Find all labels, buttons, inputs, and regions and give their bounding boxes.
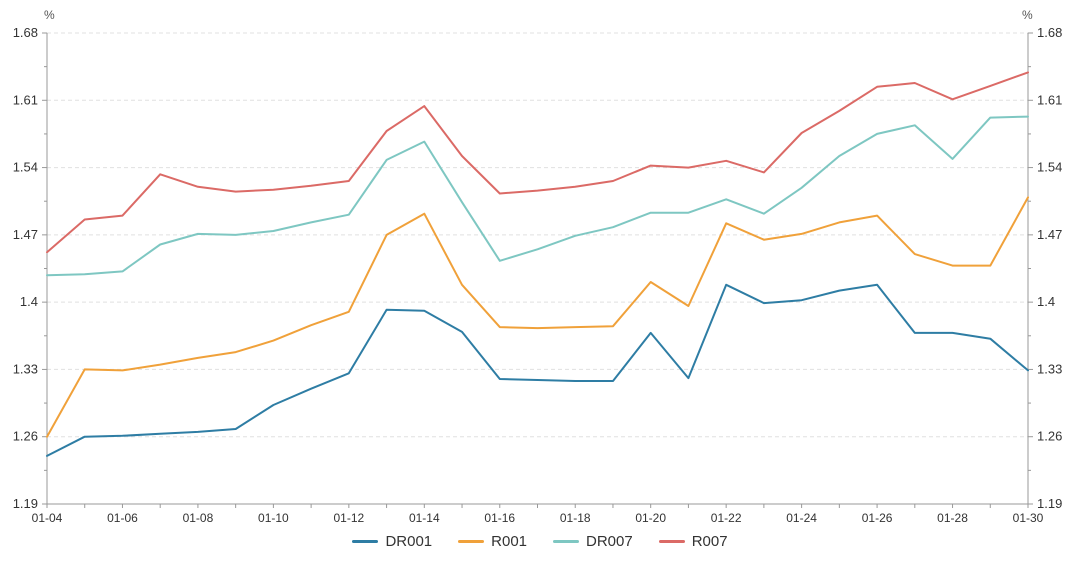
legend-label: R007: [691, 533, 728, 550]
series-line-R007: [46, 71, 1029, 254]
y-axis-unit-left: %: [44, 8, 55, 22]
legend-label: DR001: [385, 533, 433, 550]
x-axis-tick-label: 01-26: [862, 511, 893, 525]
y-axis-tick-label-left: 1.61: [13, 92, 38, 107]
x-axis-tick-label: 01-06: [107, 511, 138, 525]
legend-label: DR007: [586, 533, 633, 550]
axes-group: [42, 32, 1033, 508]
legend-item-DR007[interactable]: DR007: [553, 534, 633, 549]
x-axis-tick-label: 01-20: [635, 511, 666, 525]
y-axis-tick-label-left: 1.26: [13, 429, 38, 444]
x-axis-tick-label: 01-14: [409, 511, 440, 525]
y-axis-tick-label-right: 1.68: [1037, 25, 1062, 40]
legend-item-R007[interactable]: R007: [658, 533, 728, 550]
legend-swatch: [352, 540, 379, 543]
legend-swatch: [458, 540, 485, 543]
series-line-DR007: [46, 115, 1029, 277]
x-axis-tick-label: 01-04: [32, 511, 63, 525]
legend-label: R001: [491, 533, 527, 550]
x-axis-tick-label: 01-30: [1013, 511, 1044, 525]
series-line-R001: [46, 196, 1029, 438]
legend-item-DR001[interactable]: DR001: [352, 534, 432, 549]
y-axis-tick-label-right: 1.33: [1037, 361, 1062, 376]
y-axis-tick-label-left: 1.4: [20, 294, 38, 309]
x-axis-tick-label: 01-08: [183, 511, 214, 525]
y-axis-tick-label-right: 1.4: [1037, 294, 1055, 309]
x-axis-tick-label: 01-10: [258, 511, 289, 525]
x-axis-tick-label: 01-28: [937, 511, 968, 525]
y-axis-tick-label-left: 1.33: [13, 361, 38, 376]
x-axis-tick-label: 01-18: [560, 511, 591, 525]
x-axis-tick-label: 01-24: [786, 511, 817, 525]
y-axis-tick-label-right: 1.54: [1037, 160, 1062, 175]
x-axis-tick-label: 01-12: [333, 511, 364, 525]
y-axis-tick-label-right: 1.26: [1037, 429, 1062, 444]
legend-swatch: [553, 540, 579, 543]
y-axis-tick-label-right: 1.19: [1037, 496, 1062, 511]
y-axis-tick-label-left: 1.19: [13, 496, 38, 511]
legend-swatch: [658, 540, 685, 543]
x-axis-tick-label: 01-22: [711, 511, 742, 525]
series-lines-group: [46, 71, 1029, 457]
y-axis-tick-label-left: 1.68: [13, 25, 38, 40]
y-axis-unit-right: %: [1022, 8, 1033, 22]
y-axis-tick-label-left: 1.54: [13, 160, 38, 175]
x-axis-tick-label: 01-16: [484, 511, 515, 525]
chart-legend: DR001 R001 DR007 R007: [0, 534, 1080, 549]
y-axis-tick-label-right: 1.47: [1037, 227, 1062, 242]
axis-labels-group: 1.68 1.68 1.61 1.61 1.54 1.54 1.47 1.47 1.4 1.4 1.…: [13, 25, 1063, 525]
series-line-DR001: [46, 283, 1029, 457]
y-axis-tick-label-left: 1.47: [13, 227, 38, 242]
y-axis-tick-label-right: 1.61: [1037, 92, 1062, 107]
legend-item-R001[interactable]: R001: [458, 534, 527, 549]
